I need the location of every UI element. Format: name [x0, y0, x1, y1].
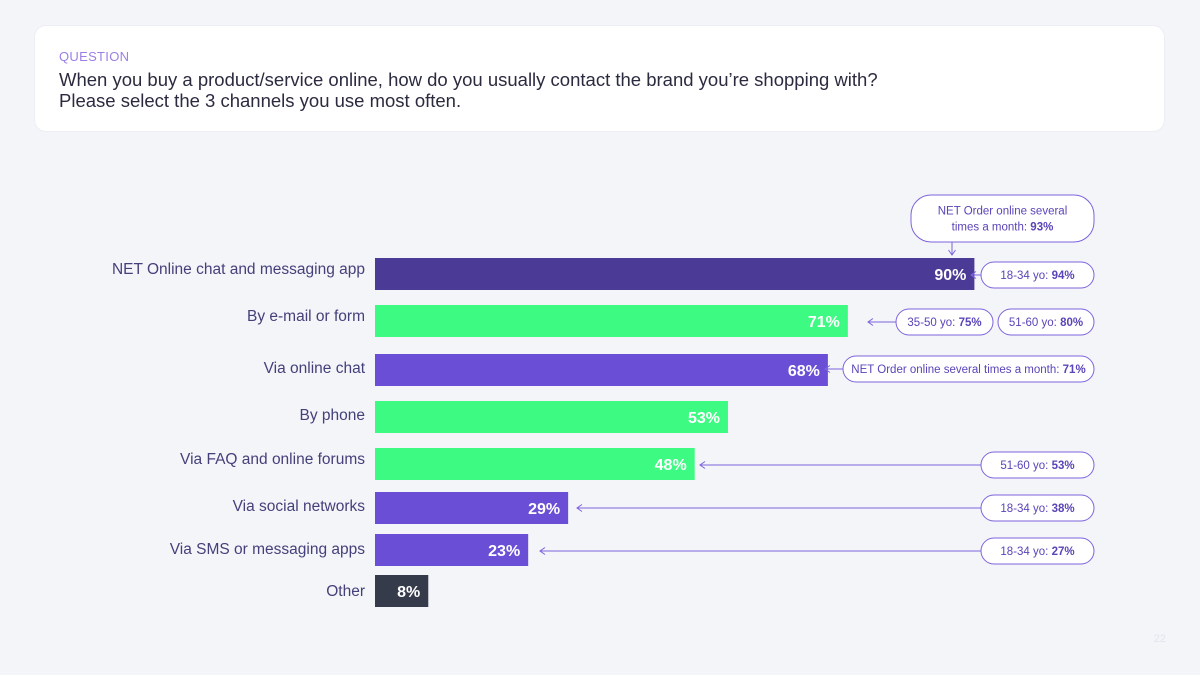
value-label-5: 29% [528, 501, 560, 518]
bar-2 [375, 354, 828, 386]
question-label: QUESTION [59, 49, 130, 64]
category-label-4: Via FAQ and online forums [180, 451, 365, 468]
callout-box-0 [910, 194, 1095, 243]
bar-7 [375, 575, 429, 607]
bar-0 [375, 258, 975, 290]
question-text-line-2: Please select the 3 channels you use mos… [59, 90, 462, 111]
category-label-1: By e-mail or form [247, 308, 365, 325]
callout-box-3 [997, 308, 1095, 336]
category-label-7: Other [326, 583, 365, 600]
page-number: 22 [1153, 633, 1166, 645]
callout-arrowhead-5 [699, 461, 706, 469]
bar-5 [375, 492, 569, 524]
category-label-3: By phone [300, 407, 366, 424]
callout-arrowhead-0 [948, 249, 956, 256]
bar-3 [375, 401, 728, 433]
question-text: When you buy a product/service online, h… [59, 69, 1059, 111]
callout-arrowhead-4 [824, 365, 831, 373]
value-label-3: 53% [688, 410, 720, 427]
callout-text-0-1: times a month: 93% [952, 222, 1054, 234]
callout-text-4-0: NET Order online several times a month: … [851, 364, 1085, 376]
value-label-2: 68% [788, 363, 820, 380]
callout-text-1-0: 18-34 yo: 94% [1000, 270, 1074, 282]
value-label-0: 90% [934, 267, 966, 284]
callout-arrowhead-7 [539, 547, 546, 555]
bar-1 [375, 305, 848, 337]
callout-text-3-0: 51-60 yo: 80% [1009, 317, 1083, 329]
value-label-7: 8% [397, 584, 420, 601]
callout-arrowhead-2 [867, 318, 874, 326]
bar-6 [375, 534, 529, 566]
category-label-6: Via SMS or messaging apps [170, 541, 366, 558]
callout-text-7-0: 18-34 yo: 27% [1000, 546, 1074, 558]
callout-text-5-0: 51-60 yo: 53% [1000, 460, 1074, 472]
callout-arrowhead-6 [576, 504, 583, 512]
callout-text-0-0: NET Order online several [938, 206, 1068, 218]
category-label-5: Via social networks [233, 498, 366, 515]
question-card: QUESTION When you buy a product/service … [34, 25, 1165, 132]
callout-text-6-0: 18-34 yo: 38% [1000, 503, 1074, 515]
callout-text-2-0: 35-50 yo: 75% [907, 317, 981, 329]
question-text-line-1: When you buy a product/service online, h… [59, 69, 878, 90]
value-label-4: 48% [655, 457, 687, 474]
category-label-2: Via online chat [264, 360, 366, 377]
bar-4 [375, 448, 695, 480]
value-label-6: 23% [488, 543, 520, 560]
value-label-1: 71% [808, 314, 840, 331]
callout-arrowhead-1 [970, 271, 977, 279]
category-label-0: NET Online chat and messaging app [112, 261, 365, 278]
